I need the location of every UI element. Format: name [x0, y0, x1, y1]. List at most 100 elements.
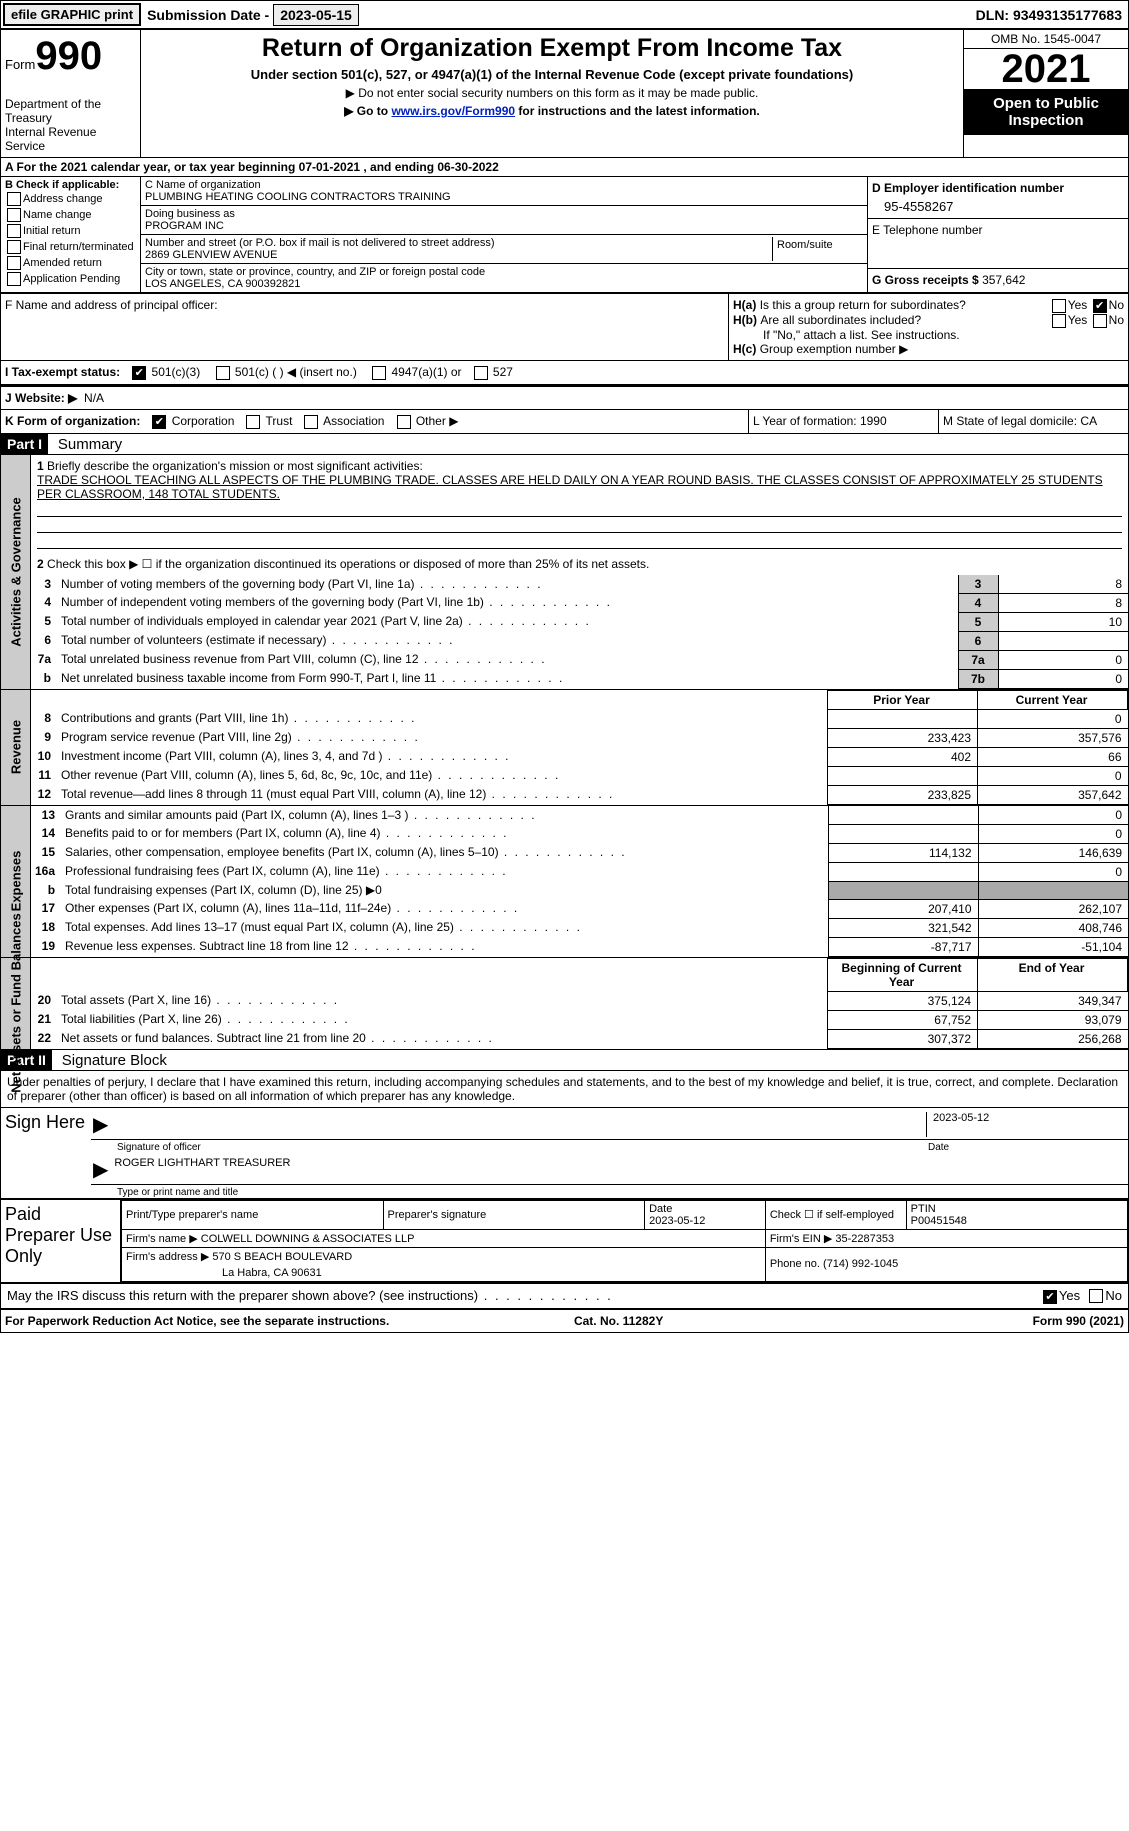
line-text: Investment income (Part VIII, column (A)…	[57, 747, 828, 766]
curr-val: 66	[978, 747, 1128, 766]
dln-value: DLN: 93493135177683	[976, 7, 1128, 23]
sign-here-section: Sign Here ▶ 2023-05-12 Signature of offi…	[1, 1107, 1128, 1200]
line-text: Total fundraising expenses (Part IX, col…	[61, 881, 828, 899]
line-num: 9	[31, 728, 57, 747]
room-suite-label: Room/suite	[773, 237, 863, 261]
irs-link[interactable]: www.irs.gov/Form990	[391, 104, 515, 118]
ha-yes[interactable]: Yes	[1050, 298, 1088, 313]
chk-initial-return[interactable]: Initial return	[5, 223, 136, 239]
line-num: 22	[31, 1029, 57, 1048]
submission-date-label: Submission Date -	[143, 7, 273, 23]
chk-name-change[interactable]: Name change	[5, 207, 136, 223]
org-name: PLUMBING HEATING COOLING CONTRACTORS TRA…	[145, 191, 863, 203]
street-value: 2869 GLENVIEW AVENUE	[145, 249, 772, 261]
discuss-row: May the IRS discuss this return with the…	[1, 1284, 1128, 1310]
form-title: Return of Organization Exempt From Incom…	[145, 34, 959, 63]
line-num: 7a	[31, 650, 57, 669]
chk-other[interactable]: Other ▶	[395, 414, 459, 428]
chk-amended-return[interactable]: Amended return	[5, 255, 136, 271]
sidebar-netassets: Net Assets or Fund Balances	[8, 914, 23, 1093]
firm-ein: 35-2287353	[835, 1233, 894, 1245]
perjury-declaration: Under penalties of perjury, I declare th…	[1, 1071, 1128, 1107]
prior-val: 375,124	[828, 991, 978, 1010]
prior-val: 233,825	[828, 785, 978, 804]
type-name-label: Type or print name and title	[91, 1187, 1128, 1198]
curr-val	[978, 881, 1128, 899]
website-value: N/A	[84, 391, 104, 405]
j-label: J Website: ▶	[5, 391, 77, 405]
identity-block: B Check if applicable: Address change Na…	[1, 177, 1128, 293]
sig-date: 2023-05-12	[926, 1112, 1126, 1137]
phone-label: E Telephone number	[872, 223, 1124, 237]
net-assets-section: Net Assets or Fund Balances Beginning of…	[1, 958, 1128, 1050]
line-num: 17	[31, 899, 61, 918]
curr-val: 256,268	[978, 1029, 1128, 1048]
phone-value: (714) 992-1045	[823, 1258, 898, 1270]
curr-val: 262,107	[978, 899, 1128, 918]
firm-ein-label: Firm's EIN ▶	[770, 1233, 833, 1245]
line-text: Total liabilities (Part X, line 26)	[57, 1010, 828, 1029]
line-text: Salaries, other compensation, employee b…	[61, 843, 828, 862]
k-label: K Form of organization:	[5, 414, 140, 428]
line-num: b	[31, 881, 61, 899]
open-to-public: Open to Public Inspection	[964, 89, 1128, 135]
prior-year-hdr: Prior Year	[828, 690, 978, 709]
line-val: 8	[998, 593, 1128, 612]
chk-527[interactable]: 527	[472, 365, 513, 379]
chk-address-change[interactable]: Address change	[5, 191, 136, 207]
discuss-yes[interactable]: ✔Yes	[1041, 1288, 1080, 1304]
preparer-name-hdr: Print/Type preparer's name	[122, 1200, 384, 1229]
ha-no[interactable]: ✔No	[1091, 298, 1124, 313]
ein-label: D Employer identification number	[872, 181, 1124, 195]
hb-yes[interactable]: Yes	[1050, 313, 1088, 328]
chk-application-pending[interactable]: Application Pending	[5, 271, 136, 287]
paid-preparer-label: Paid Preparer Use Only	[1, 1200, 121, 1282]
line-num: 11	[31, 766, 57, 785]
gross-receipts-value: 357,642	[982, 273, 1025, 287]
hb-question: Are all subordinates included?	[760, 313, 1049, 328]
line-num: 3	[31, 575, 57, 594]
line1-label: Briefly describe the organization's miss…	[47, 459, 423, 473]
row-k: K Form of organization: ✔ Corporation Tr…	[1, 410, 1128, 434]
chk-final-return[interactable]: Final return/terminated	[5, 239, 136, 255]
current-year-hdr: Current Year	[978, 690, 1128, 709]
principal-officer: F Name and address of principal officer:	[1, 294, 728, 360]
city-label: City or town, state or province, country…	[145, 266, 863, 278]
discuss-no[interactable]: No	[1087, 1288, 1122, 1304]
line-val: 0	[998, 669, 1128, 688]
efile-print-button[interactable]: efile GRAPHIC print	[3, 3, 141, 26]
ptin-hdr: PTIN	[911, 1203, 936, 1215]
line-text: Total unrelated business revenue from Pa…	[57, 650, 958, 669]
chk-501c3[interactable]: ✔ 501(c)(3)	[130, 365, 200, 379]
line-num: 20	[31, 991, 57, 1010]
chk-association[interactable]: Association	[302, 414, 384, 428]
line-text: Number of voting members of the governin…	[57, 575, 958, 594]
line-text: Program service revenue (Part VIII, line…	[57, 728, 828, 747]
line-num: 19	[31, 937, 61, 956]
line-text: Grants and similar amounts paid (Part IX…	[61, 806, 828, 825]
curr-val: 357,576	[978, 728, 1128, 747]
prior-val: 307,372	[828, 1029, 978, 1048]
line-num: b	[31, 669, 57, 688]
prior-val: 114,132	[828, 843, 978, 862]
line-num: 4	[31, 593, 57, 612]
form-subtitle: Under section 501(c), 527, or 4947(a)(1)…	[145, 67, 959, 82]
curr-val: 0	[978, 824, 1128, 843]
line-num: 16a	[31, 862, 61, 881]
chk-501c[interactable]: 501(c) ( ) ◀ (insert no.)	[214, 365, 357, 379]
ein-value: 95-4558267	[872, 195, 1124, 214]
chk-corporation[interactable]: ✔ Corporation	[150, 414, 234, 428]
form-number: 990	[35, 34, 102, 78]
chk-4947[interactable]: 4947(a)(1) or	[370, 365, 461, 379]
arrow-icon: ▶	[93, 1112, 108, 1137]
hb-no[interactable]: No	[1091, 313, 1124, 328]
part-i-title: Summary	[58, 436, 122, 453]
line-num: 6	[31, 631, 57, 650]
prior-val	[828, 881, 978, 899]
line-text: Total number of individuals employed in …	[57, 612, 958, 631]
line-num: 21	[31, 1010, 57, 1029]
firm-addr2: La Habra, CA 90631	[122, 1265, 766, 1282]
chk-trust[interactable]: Trust	[244, 414, 292, 428]
pra-notice: For Paperwork Reduction Act Notice, see …	[5, 1314, 389, 1328]
discuss-question: May the IRS discuss this return with the…	[7, 1288, 1041, 1304]
